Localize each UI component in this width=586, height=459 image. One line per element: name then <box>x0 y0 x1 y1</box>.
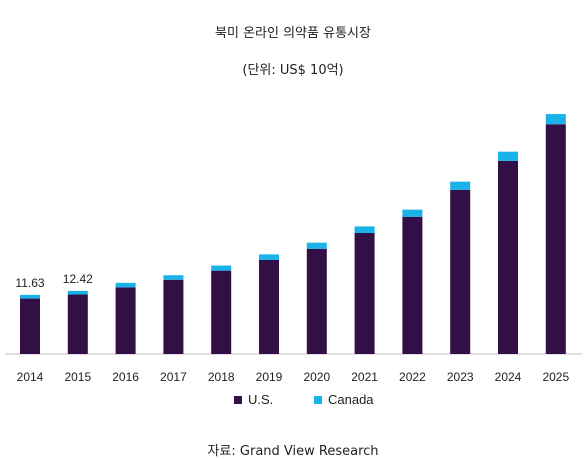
bar-us-2016 <box>115 287 136 354</box>
bar-us-2021 <box>354 233 375 354</box>
chart-subtitle: (단위: US$ 10억) <box>242 63 344 78</box>
x-tick-label-2022: 2022 <box>399 370 426 384</box>
bar-canada-2020 <box>306 242 327 249</box>
x-tick-label-2017: 2017 <box>160 370 187 384</box>
legend-item-us: U.S. <box>234 392 273 407</box>
bar-us-2022 <box>402 216 423 354</box>
bar-us-2020 <box>306 248 327 354</box>
bar-us-2015 <box>67 294 88 354</box>
legend-swatch-us <box>234 395 242 404</box>
chart-title: 북미 온라인 의약품 유통시장 <box>215 26 371 41</box>
bar-us-2025 <box>545 124 566 354</box>
legend-label-canada: Canada <box>328 392 374 407</box>
x-tick-label-2018: 2018 <box>208 370 235 384</box>
x-tick-label-2024: 2024 <box>495 370 522 384</box>
bar-us-2023 <box>450 189 471 354</box>
bar-canada-2015 <box>67 290 88 295</box>
x-tick-label-2023: 2023 <box>447 370 474 384</box>
bar-canada-2025 <box>545 114 566 125</box>
bar-canada-2014 <box>20 294 40 299</box>
bar-canada-2024 <box>498 151 518 161</box>
legend-item-canada: Canada <box>314 392 374 407</box>
bar-canada-2018 <box>211 265 232 271</box>
bar-canada-2023 <box>450 181 471 190</box>
x-tick-label-2014: 2014 <box>17 370 44 384</box>
legend: U.S. Canada <box>0 392 586 412</box>
data-label-2014: 11.63 <box>15 276 44 290</box>
source-note: 자료: Grand View Research <box>207 444 379 459</box>
bar-us-2018 <box>211 270 232 354</box>
x-tick-label-2019: 2019 <box>256 370 283 384</box>
x-tick-label-2015: 2015 <box>64 370 91 384</box>
bar-canada-2019 <box>259 254 279 260</box>
x-tick-label-2020: 2020 <box>303 370 330 384</box>
data-label-2015: 12.42 <box>63 272 93 286</box>
bar-chart: 2014 11.63 2015 12.42 2016 2017 2018 2019 2020 20… <box>5 114 582 384</box>
x-tick-label-2021: 2021 <box>351 370 378 384</box>
bar-us-2017 <box>163 279 184 354</box>
legend-swatch-canada <box>314 395 322 404</box>
bar-canada-2022 <box>402 209 423 217</box>
bar-us-2019 <box>259 259 279 354</box>
x-tick-label-2016: 2016 <box>112 370 139 384</box>
bar-us-2024 <box>498 160 518 354</box>
x-tick-label-2025: 2025 <box>542 370 569 384</box>
bar-canada-2016 <box>115 282 136 288</box>
bar-canada-2021 <box>354 226 375 234</box>
bar-canada-2017 <box>163 275 184 280</box>
bar-us-2014 <box>20 298 40 354</box>
legend-label-us: U.S. <box>248 392 274 407</box>
